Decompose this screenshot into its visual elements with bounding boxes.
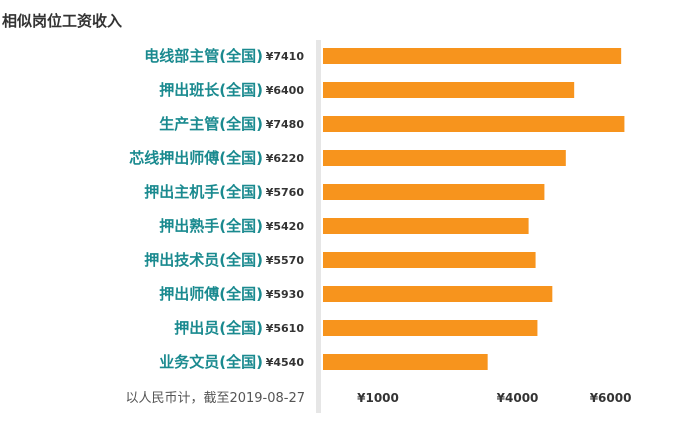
x-tick-label: ¥4000 bbox=[497, 391, 539, 405]
bar bbox=[323, 116, 625, 132]
bar bbox=[323, 218, 529, 234]
chart-title: 相似岗位工资收入 bbox=[2, 12, 123, 30]
category-label: 生产主管(全国) bbox=[159, 115, 263, 133]
category-label: 押出班长(全国) bbox=[159, 81, 263, 99]
bar-value-label: ¥7480 bbox=[266, 118, 305, 131]
bar bbox=[323, 320, 538, 336]
bar-value-label: ¥5930 bbox=[266, 288, 305, 301]
x-tick-label: ¥6000 bbox=[590, 391, 632, 405]
bar-value-label: ¥5610 bbox=[266, 322, 305, 335]
category-label: 押出技术员(全国) bbox=[144, 251, 263, 269]
bar bbox=[323, 150, 566, 166]
bar-value-label: ¥6220 bbox=[266, 152, 305, 165]
category-label: 押出员(全国) bbox=[174, 319, 263, 337]
bar-value-label: ¥7410 bbox=[266, 50, 305, 63]
bar-value-label: ¥5420 bbox=[266, 220, 305, 233]
category-label: 业务文员(全国) bbox=[159, 353, 263, 371]
bar bbox=[323, 82, 575, 98]
category-label: 电线部主管(全国) bbox=[144, 47, 263, 65]
category-label: 押出师傅(全国) bbox=[159, 285, 263, 303]
category-label: 押出熟手(全国) bbox=[159, 217, 263, 235]
category-label: 押出主机手(全国) bbox=[144, 183, 263, 201]
bar-value-label: ¥5570 bbox=[266, 254, 305, 267]
bar bbox=[323, 184, 545, 200]
currency-note: 以人民币计，截至2019-08-27 bbox=[125, 391, 305, 406]
bar bbox=[323, 252, 536, 268]
bar bbox=[323, 354, 488, 370]
bar-value-label: ¥4540 bbox=[266, 356, 305, 369]
bar bbox=[323, 286, 553, 302]
bar bbox=[323, 48, 622, 64]
category-label: 芯线押出师傅(全国) bbox=[129, 149, 263, 167]
bar-value-label: ¥5760 bbox=[266, 186, 305, 199]
bar-value-label: ¥6400 bbox=[266, 84, 305, 97]
x-tick-label: ¥1000 bbox=[357, 391, 399, 405]
